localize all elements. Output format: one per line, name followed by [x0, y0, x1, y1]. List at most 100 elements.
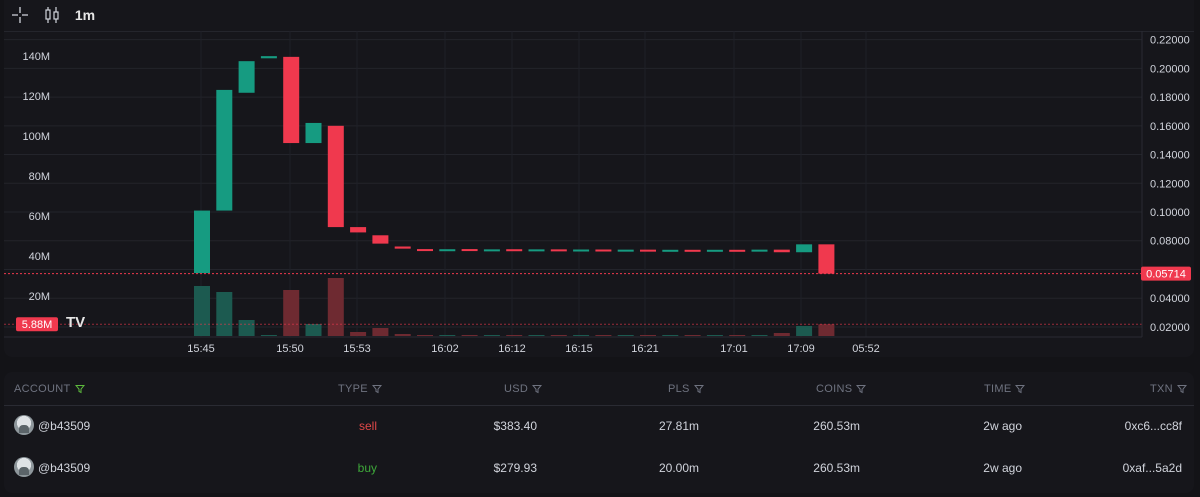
txn-column-header[interactable]: TXN — [1150, 383, 1187, 395]
filter-icon[interactable] — [371, 384, 382, 394]
volume-bar — [238, 320, 255, 336]
coins-header-label: COINS — [816, 383, 853, 395]
volume-bar — [528, 335, 545, 336]
table-row[interactable]: @b43509 buy $279.93 20.00m 260.53m 2w ag… — [4, 448, 1194, 490]
volume-bar — [372, 328, 389, 336]
candle — [617, 249, 634, 252]
candle — [350, 227, 367, 233]
candle — [305, 122, 322, 144]
txn-link[interactable]: 0xc6...cc8f — [1124, 419, 1182, 433]
candle — [372, 235, 389, 244]
interval-button[interactable]: 1m — [74, 7, 96, 23]
volume-bar — [706, 335, 723, 336]
candle — [595, 249, 612, 252]
txn-link[interactable]: 0xaf...5a2d — [1122, 461, 1182, 475]
candle — [394, 246, 411, 249]
usd-value: $279.93 — [493, 461, 537, 475]
filter-icon[interactable] — [1015, 384, 1026, 394]
candle — [550, 249, 567, 252]
account-link[interactable]: @b43509 — [38, 461, 91, 475]
account-link[interactable]: @b43509 — [38, 419, 91, 433]
volume-bar — [684, 335, 701, 336]
volume-bar — [595, 335, 612, 336]
price-tick-label: 0.16000 — [1150, 121, 1190, 133]
time-column-header[interactable]: TIME — [984, 383, 1026, 395]
volume-bar — [327, 278, 344, 336]
type-header-label: TYPE — [338, 383, 368, 395]
time-value: 2w ago — [983, 419, 1022, 433]
volume-bar — [394, 334, 411, 336]
volume-bar — [194, 286, 210, 336]
volume-bar — [796, 326, 813, 336]
volume-bar — [305, 324, 322, 336]
crosshair-icon[interactable] — [10, 5, 30, 25]
price-chart[interactable]: 0.22000 0.20000 0.18000 0.16000 0.14000 0.120… — [4, 31, 1194, 357]
price-tick-label: 0.12000 — [1150, 178, 1190, 190]
time-tick-label: 15:53 — [343, 343, 371, 355]
tradingview-logo[interactable]: TV — [66, 314, 85, 331]
volume-bar — [773, 333, 790, 336]
account-header-label: ACCOUNT — [14, 383, 71, 395]
filter-icon[interactable] — [74, 384, 85, 394]
usd-column-header[interactable]: USD — [504, 383, 543, 395]
volume-bar — [350, 332, 367, 336]
volume-bar — [439, 335, 456, 336]
time-axis[interactable]: 15:45 15:50 15:53 16:02 16:12 16:15 16:21 17:01… — [4, 336, 1142, 355]
avatar[interactable] — [14, 457, 34, 477]
current-price-label: 0.05714 — [1146, 269, 1186, 281]
candle — [461, 249, 478, 252]
type-column-header[interactable]: TYPE — [338, 383, 382, 395]
candle — [283, 56, 300, 144]
chart-panel: 1m 0.22000 0.20000 0.18000 0.16000 0.14000 0.… — [4, 0, 1194, 357]
candle — [194, 210, 210, 274]
filter-icon[interactable] — [856, 384, 867, 394]
volume-bar — [550, 335, 567, 336]
pls-column-header[interactable]: PLS — [668, 383, 704, 395]
volume-bar — [818, 324, 835, 336]
volume-tick-label: 20M — [29, 291, 50, 303]
time-tick-label: 17:09 — [787, 343, 815, 355]
time-value: 2w ago — [983, 461, 1022, 475]
candle — [751, 249, 768, 252]
volume-bar — [216, 292, 233, 336]
coins-value: 260.53m — [813, 461, 860, 475]
table-row[interactable]: @b43509 sell $383.40 27.81m 260.53m 2w a… — [4, 406, 1194, 448]
volume-tick-label: 120M — [22, 91, 50, 103]
candle — [729, 249, 746, 252]
candle — [684, 249, 701, 252]
price-tick-label: 0.04000 — [1150, 293, 1190, 305]
coins-column-header[interactable]: COINS — [816, 383, 867, 395]
price-axis[interactable]: 0.22000 0.20000 0.18000 0.16000 0.14000 0.120… — [1141, 31, 1190, 337]
filter-icon[interactable] — [1176, 384, 1187, 394]
price-tick-label: 0.22000 — [1150, 35, 1190, 47]
candle — [528, 249, 545, 252]
candle — [417, 249, 433, 252]
avatar[interactable] — [14, 415, 34, 435]
volume-bar — [751, 335, 768, 336]
candle — [773, 249, 790, 253]
filter-icon[interactable] — [693, 384, 704, 394]
volume-tick-label: 100M — [22, 131, 50, 143]
candle — [439, 249, 456, 252]
volume-tick-label: 80M — [29, 171, 50, 183]
volume-axis: 140M 120M 100M 80M 60M 40M 20M — [22, 51, 50, 303]
price-tick-label: 0.10000 — [1150, 207, 1190, 219]
price-tick-label: 0.14000 — [1150, 150, 1190, 162]
volume-bar — [461, 335, 478, 336]
time-tick-label: 16:15 — [565, 343, 593, 355]
time-tick-label: 16:02 — [431, 343, 459, 355]
account-column-header[interactable]: ACCOUNT — [14, 383, 85, 395]
volume-bar — [506, 335, 523, 336]
trades-header: ACCOUNT TYPE USD PLS COINS TIME TXN — [4, 372, 1194, 406]
time-tick-label: 15:45 — [187, 343, 215, 355]
volume-bar — [662, 335, 679, 336]
candlestick-icon[interactable] — [42, 5, 62, 25]
usd-value: $383.40 — [493, 419, 537, 433]
tradingview-logo-text: TV — [66, 314, 85, 331]
chart-grid — [4, 31, 1142, 337]
filter-icon[interactable] — [532, 384, 543, 394]
volume-bars — [194, 278, 835, 336]
price-tick-label: 0.18000 — [1150, 92, 1190, 104]
usd-header-label: USD — [504, 383, 529, 395]
price-label: 0.05714 — [1141, 266, 1191, 281]
